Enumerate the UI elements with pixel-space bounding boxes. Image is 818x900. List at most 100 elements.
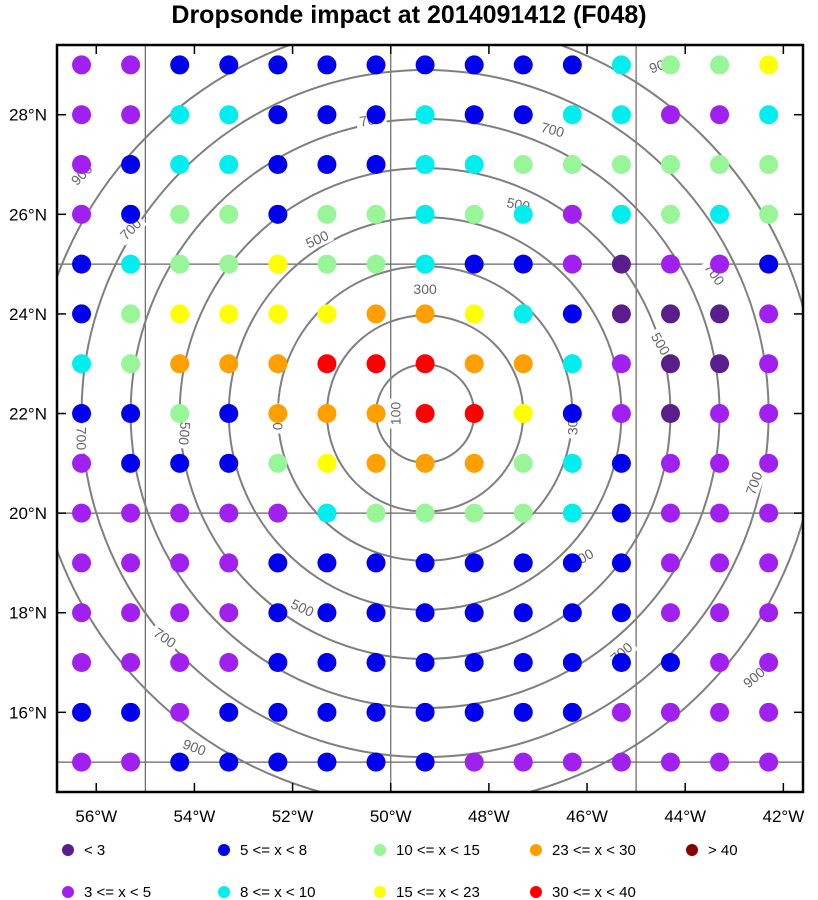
dropsonde-dot: [366, 254, 386, 274]
dropsonde-dot: [611, 603, 631, 623]
dropsonde-dot: [415, 105, 435, 125]
dropsonde-dot: [366, 553, 386, 573]
dropsonde-dot: [219, 155, 239, 175]
dropsonde-dot: [170, 354, 190, 374]
dropsonde-dot: [710, 204, 730, 224]
legend-item: 15 <= x < 23: [374, 884, 480, 900]
contour-label-text: 700: [742, 469, 765, 497]
dropsonde-dot: [366, 204, 386, 224]
dropsonde-dot: [415, 752, 435, 772]
contour-label-bg: [410, 281, 441, 298]
x-tick-label: 50°W: [370, 807, 412, 826]
dropsonde-dot: [317, 304, 337, 324]
legend-label: 10 <= x < 15: [396, 842, 480, 859]
dropsonde-dot: [72, 354, 92, 374]
contour-label: 300: [410, 281, 441, 298]
dropsonde-dot: [464, 752, 484, 772]
contour-label-bg: [148, 622, 182, 653]
dropsonde-dot: [513, 653, 533, 673]
dropsonde-dot: [464, 55, 484, 75]
dropsonde-dot: [464, 254, 484, 274]
legend-item: > 40: [686, 842, 738, 859]
dropsonde-dot: [415, 603, 435, 623]
dropsonde-dot: [710, 354, 730, 374]
dropsonde-dot: [366, 304, 386, 324]
map-title: Dropsonde impact at 2014091412 (F048): [171, 1, 647, 29]
dropsonde-dot: [513, 254, 533, 274]
dropsonde-dot: [170, 254, 190, 274]
dropsonde-dot: [170, 553, 190, 573]
dropsonde-dot: [710, 653, 730, 673]
dropsonde-dot: [513, 354, 533, 374]
dropsonde-dot: [611, 55, 631, 75]
dropsonde-dot: [219, 752, 239, 772]
dropsonde-dot: [366, 55, 386, 75]
dropsonde-dot: [415, 404, 435, 424]
dropsonde-dot: [660, 155, 680, 175]
x-tick-label: 46°W: [566, 807, 608, 826]
dropsonde-dot: [710, 553, 730, 573]
dropsonde-dot: [317, 752, 337, 772]
dropsonde-dot: [759, 603, 779, 623]
legend-label: > 40: [708, 842, 738, 859]
dropsonde-dot: [513, 603, 533, 623]
dropsonde-dot: [611, 503, 631, 523]
dropsonde-dot: [759, 404, 779, 424]
dropsonde-dot: [121, 254, 141, 274]
contour-label-text: 300: [413, 281, 437, 297]
dropsonde-dot: [72, 105, 92, 125]
dropsonde-dots: [72, 55, 779, 772]
dropsonde-dot: [660, 204, 680, 224]
dropsonde-dot: [464, 453, 484, 473]
dropsonde-dot: [317, 105, 337, 125]
dropsonde-dot: [513, 553, 533, 573]
dropsonde-dot: [415, 304, 435, 324]
dropsonde-dot: [710, 503, 730, 523]
dropsonde-dot: [464, 105, 484, 125]
dropsonde-dot: [268, 204, 288, 224]
dropsonde-dot: [317, 453, 337, 473]
x-tick-label: 42°W: [762, 807, 804, 826]
x-tick-label: 44°W: [664, 807, 706, 826]
dropsonde-dot: [464, 702, 484, 722]
dropsonde-dot: [710, 752, 730, 772]
dropsonde-dot: [660, 653, 680, 673]
dropsonde-dot: [219, 603, 239, 623]
dropsonde-dot: [710, 105, 730, 125]
dropsonde-dot: [415, 155, 435, 175]
dropsonde-dot: [268, 503, 288, 523]
dropsonde-dot: [562, 603, 582, 623]
dropsonde-dot: [121, 404, 141, 424]
axis-ticks: 56°W 54°W 52°W 50°W 48°W 46°W 44°W 42°W 16°N 18°N…: [9, 45, 804, 826]
dropsonde-dot: [562, 204, 582, 224]
dropsonde-dot: [660, 254, 680, 274]
dropsonde-dot: [268, 155, 288, 175]
dropsonde-dot: [513, 503, 533, 523]
dropsonde-dot: [513, 304, 533, 324]
dropsonde-dot: [72, 503, 92, 523]
contour-label-bg: [73, 423, 90, 454]
dropsonde-dot: [121, 55, 141, 75]
dropsonde-dot: [464, 503, 484, 523]
dropsonde-dot: [219, 453, 239, 473]
dropsonde-dot: [72, 752, 92, 772]
dropsonde-dot: [121, 204, 141, 224]
dropsonde-dot: [121, 304, 141, 324]
dropsonde-dot: [268, 553, 288, 573]
x-tick-label: 48°W: [468, 807, 510, 826]
dropsonde-dot: [72, 553, 92, 573]
dropsonde-dot: [219, 653, 239, 673]
dropsonde-dot: [317, 155, 337, 175]
dropsonde-dot: [268, 752, 288, 772]
dropsonde-dot: [710, 404, 730, 424]
legend-item: 5 <= x < 8: [218, 842, 307, 859]
dropsonde-dot: [170, 653, 190, 673]
legend-label: 5 <= x < 8: [240, 842, 307, 859]
dropsonde-dot: [562, 702, 582, 722]
dropsonde-dot: [72, 653, 92, 673]
contour-label-bg: [741, 466, 767, 501]
dropsonde-dot: [464, 155, 484, 175]
dropsonde-dot: [121, 503, 141, 523]
legend-swatch: [218, 886, 230, 898]
dropsonde-dot: [415, 453, 435, 473]
